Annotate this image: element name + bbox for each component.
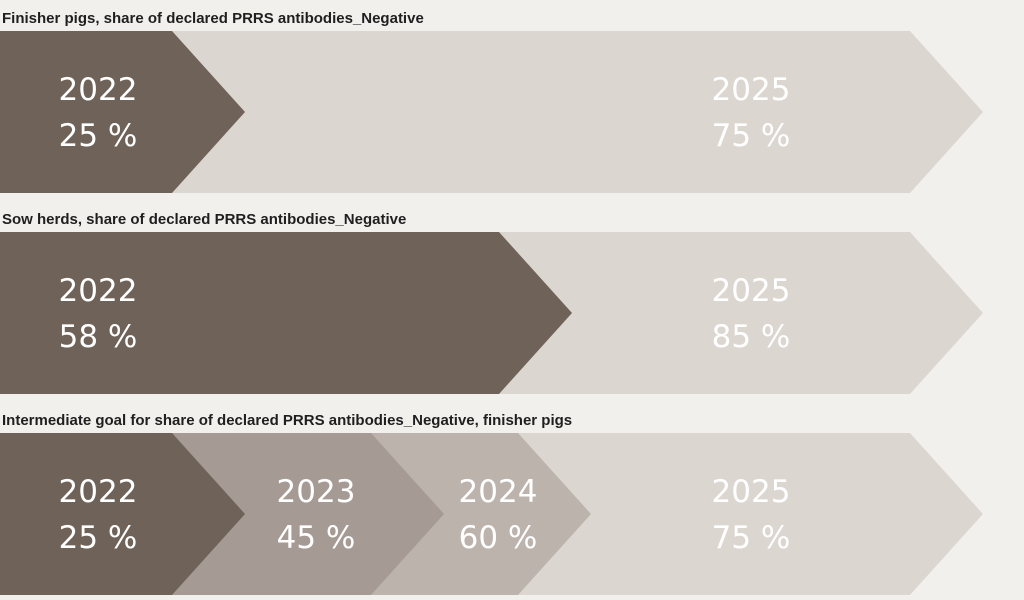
stage-label-2024: 2024 60 %: [458, 474, 538, 556]
chevron-2022: [0, 31, 245, 193]
chevron-2022: [0, 433, 245, 595]
chevron-track: [0, 433, 983, 595]
stage-label-2025: 2025 85 %: [711, 273, 791, 355]
section-title-finisher: Finisher pigs, share of declared PRRS an…: [2, 10, 424, 27]
stage-label-2022: 2022 25 %: [58, 72, 138, 154]
stage-label-2022: 2022 25 %: [58, 474, 138, 556]
chevron-track: [0, 232, 983, 394]
section-title-intermediate-goal: Intermediate goal for share of declared …: [2, 412, 573, 429]
progress-row-sow-herds: 2022 58 % 2025 85 %: [0, 232, 1024, 394]
stage-label-2025: 2025 75 %: [711, 72, 791, 154]
section-title-sow-herds: Sow herds, share of declared PRRS antibo…: [2, 211, 407, 228]
chevron-2025: [0, 31, 983, 193]
stage-label-2023: 2023 45 %: [276, 474, 356, 556]
progress-row-finisher: 2022 25 % 2025 75 %: [0, 31, 1024, 193]
stage-label-2025: 2025 75 %: [711, 474, 791, 556]
chevron-2022: [0, 232, 572, 394]
progress-row-intermediate-goal: 2022 25 % 2023 45 % 2024 60 % 2025 75 %: [0, 433, 1024, 595]
stage-label-2022: 2022 58 %: [58, 273, 138, 355]
chevron-track: [0, 31, 983, 193]
